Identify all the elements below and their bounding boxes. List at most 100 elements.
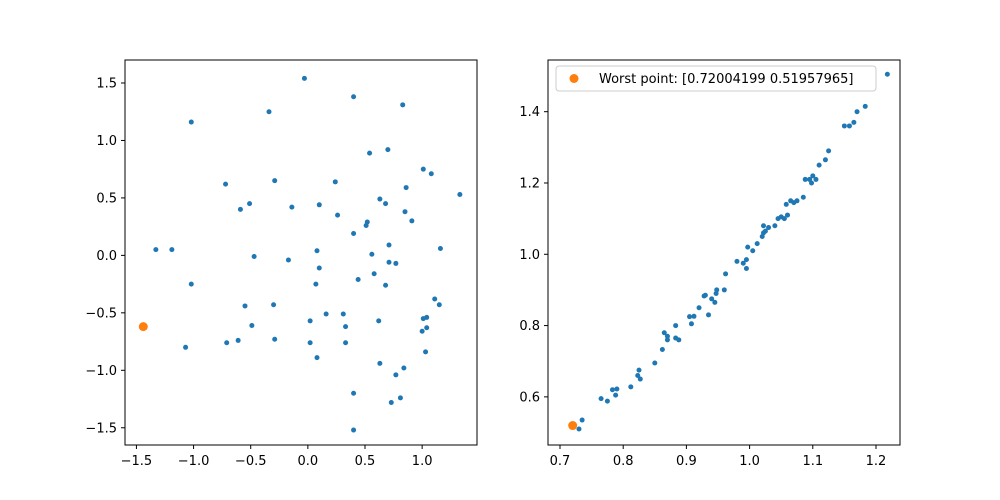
left-data-point: [314, 248, 320, 254]
left-data-point: [153, 247, 159, 253]
left-points: [138, 75, 463, 433]
right-data-point: [841, 123, 847, 129]
left-data-point: [363, 222, 369, 228]
left-data-point: [343, 340, 349, 346]
right-data-point: [709, 296, 715, 302]
right-data-point: [862, 103, 868, 109]
right-data-point: [688, 321, 694, 327]
right-points: [568, 71, 890, 432]
right-data-point: [781, 216, 787, 222]
left-y-tick-label: 0.0: [96, 249, 117, 264]
right-data-point: [652, 360, 658, 366]
right-data-point: [661, 330, 667, 336]
left-data-point: [420, 166, 426, 172]
left-data-point: [376, 318, 382, 324]
left-data-point: [409, 218, 415, 224]
left-data-point: [266, 109, 272, 115]
right-data-point: [664, 337, 670, 343]
right-data-point: [743, 257, 749, 263]
right-data-point: [800, 194, 806, 200]
right-data-point: [712, 299, 718, 305]
left-data-point: [371, 271, 377, 277]
left-data-point: [436, 302, 442, 308]
right-data-point: [721, 287, 727, 293]
left-data-point: [188, 281, 194, 287]
left-data-point: [432, 296, 438, 302]
right-data-point: [745, 244, 751, 250]
left-y-tick-label: 0.5: [96, 191, 117, 206]
right-x-tick-label: 1.2: [866, 454, 887, 469]
left-data-point: [385, 147, 391, 153]
right-highlight-point: [568, 421, 578, 431]
left-data-point: [419, 328, 425, 334]
left-highlight-point: [138, 322, 148, 332]
right-data-point: [750, 248, 756, 254]
left-data-point: [323, 311, 329, 317]
right-data-point: [614, 386, 620, 392]
right-data-point: [687, 314, 693, 320]
left-data-point: [402, 209, 408, 215]
left-x-tick-label: 0.0: [298, 454, 319, 469]
left-scatter-plot: −1.5 −1.0 −0.5 0.0 0.5 1.0 −1.5 −1.0 −0.5 0.0 0.5…: [85, 59, 478, 469]
right-data-point: [723, 271, 729, 277]
left-data-point: [351, 94, 357, 100]
right-data-point: [613, 392, 619, 398]
right-data-point: [604, 398, 610, 404]
left-data-point: [235, 337, 241, 343]
right-data-point: [659, 346, 665, 352]
right-y-tick-label: 1.4: [519, 105, 540, 120]
legend-box: [555, 65, 877, 92]
right-data-point: [783, 201, 789, 207]
left-data-point: [307, 340, 313, 346]
right-data-point: [743, 266, 749, 272]
left-data-point: [457, 191, 463, 197]
left-data-point: [188, 119, 194, 125]
right-data-point: [854, 109, 860, 115]
right-data-point: [635, 372, 641, 378]
left-data-point: [369, 251, 375, 257]
left-data-point: [351, 427, 357, 433]
left-data-point: [332, 179, 338, 185]
left-data-point: [183, 344, 189, 350]
left-data-point: [355, 277, 361, 283]
left-data-point: [437, 245, 443, 251]
left-data-point: [271, 302, 277, 308]
right-data-point: [676, 337, 682, 343]
left-data-point: [335, 212, 341, 218]
right-data-point: [762, 228, 768, 234]
right-data-point: [714, 287, 720, 293]
right-data-point: [794, 198, 800, 204]
right-data-point: [766, 225, 772, 231]
right-data-point: [822, 157, 828, 163]
left-data-point: [351, 390, 357, 396]
right-data-point: [761, 223, 766, 229]
right-data-point: [609, 387, 615, 393]
right-data-point: [785, 212, 791, 218]
left-data-point: [386, 242, 392, 248]
right-data-point: [802, 176, 808, 182]
left-data-point: [249, 322, 255, 328]
left-data-point: [377, 360, 383, 366]
left-y-tick-label: −1.0: [85, 364, 117, 379]
left-data-point: [251, 254, 257, 260]
right-data-point: [846, 123, 852, 129]
right-data-point: [813, 176, 819, 182]
left-data-point: [285, 257, 291, 263]
right-data-point: [734, 258, 740, 264]
left-data-point: [400, 102, 406, 108]
left-data-point: [223, 181, 229, 187]
left-data-point: [237, 206, 243, 212]
left-data-point: [272, 336, 278, 342]
right-y-axis: 0.6 0.8 1.0 1.2 1.4: [519, 105, 548, 405]
right-scatter-plot: 0.7 0.8 0.9 1.0 1.1 1.2 0.6 0.8 1.0 1.2 1.4 Worst…: [519, 59, 901, 469]
left-data-point: [247, 201, 253, 207]
right-data-point: [691, 313, 697, 319]
left-data-point: [377, 196, 383, 202]
left-data-point: [343, 324, 349, 330]
left-data-point: [316, 202, 322, 208]
left-data-point: [386, 259, 392, 265]
left-data-point: [393, 260, 399, 266]
right-data-point: [884, 71, 890, 77]
right-data-point: [810, 173, 816, 179]
